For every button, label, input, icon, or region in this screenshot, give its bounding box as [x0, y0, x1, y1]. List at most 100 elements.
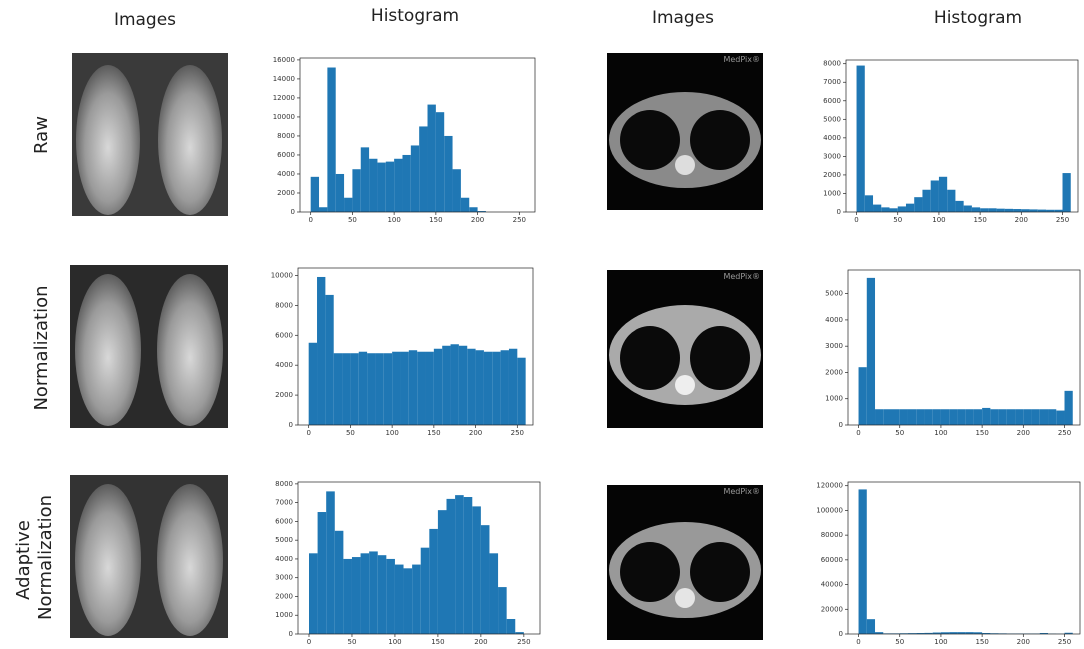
histogram-bar — [980, 208, 989, 212]
histogram-bar — [402, 154, 411, 212]
histogram-bar — [375, 353, 384, 425]
histogram-bar — [317, 276, 326, 425]
y-tick-label: 0 — [289, 630, 293, 638]
histogram-bar — [498, 587, 507, 634]
histogram-bar — [1031, 409, 1040, 425]
histogram-bar — [325, 294, 334, 425]
histogram-bar — [905, 203, 915, 212]
histogram-bar — [377, 555, 387, 634]
histogram-bar — [1015, 409, 1024, 425]
x-tick-label: 50 — [895, 638, 904, 646]
histogram-bar — [469, 207, 478, 212]
histogram-bar — [360, 147, 370, 212]
axes-frame — [847, 481, 1081, 635]
histogram-bar — [437, 510, 447, 634]
ct-image: MedPix® — [607, 53, 763, 210]
histogram-chart: 0 50 100 150 200 250 0 1000 2000 3000 4000 5000 — [825, 269, 1081, 437]
y-tick-label: 12000 — [273, 94, 295, 102]
y-tick-label: 100000 — [816, 506, 843, 514]
y-tick-label: 3000 — [825, 342, 843, 350]
histogram-bar — [875, 632, 884, 634]
xray-image — [72, 53, 228, 216]
histogram-bar — [873, 204, 882, 212]
x-tick-label: 250 — [1056, 216, 1069, 224]
histogram-bar — [932, 632, 941, 634]
y-tick-label: 8000 — [277, 132, 295, 140]
histogram-bar — [949, 409, 958, 425]
y-tick-label: 0 — [839, 630, 843, 638]
histogram-bar — [500, 350, 509, 425]
y-tick-label: 6000 — [823, 97, 841, 105]
histogram-bar — [1046, 209, 1055, 212]
histogram-bar — [1004, 208, 1014, 212]
x-tick-label: 50 — [348, 638, 357, 646]
histogram-bar — [1006, 409, 1016, 425]
histogram-bar — [889, 208, 898, 212]
histogram-bar — [394, 158, 403, 212]
histogram-bar — [996, 208, 1005, 212]
y-tick-label: 10000 — [273, 113, 295, 121]
histogram-bar — [334, 530, 344, 634]
histogram-bar — [1064, 390, 1073, 425]
x-tick-label: 50 — [346, 429, 355, 437]
y-tick-label: 8000 — [275, 480, 293, 488]
histogram-bar — [452, 169, 461, 212]
y-tick-label: 40000 — [821, 581, 843, 589]
histogram-bar — [460, 197, 470, 212]
histogram-bar — [947, 189, 956, 212]
x-tick-label: 200 — [474, 638, 487, 646]
histogram-bar — [377, 162, 386, 212]
y-tick-label: 14000 — [273, 75, 295, 83]
x-tick-label: 100 — [934, 429, 947, 437]
y-tick-label: 120000 — [816, 482, 843, 490]
histogram-bar — [480, 525, 490, 634]
y-tick-label: 6000 — [275, 331, 293, 339]
histogram-bar — [408, 350, 418, 425]
histogram-bar — [1054, 209, 1063, 212]
y-tick-label: 4000 — [277, 170, 295, 178]
histogram-bar — [1029, 209, 1038, 212]
x-tick-label: 100 — [388, 638, 401, 646]
histogram-bar — [899, 409, 908, 425]
histogram-bar — [922, 189, 931, 212]
row-label: Normalization — [31, 285, 52, 411]
histogram-bar — [940, 632, 950, 634]
histogram-bar — [333, 353, 343, 425]
ct-image: MedPix® — [607, 485, 763, 640]
histogram-bar — [492, 351, 501, 425]
histogram-bar — [916, 409, 925, 425]
histogram-bar — [1013, 209, 1022, 212]
histogram-bar — [938, 176, 948, 212]
axes-frame — [299, 57, 536, 213]
x-tick-label: 250 — [513, 216, 526, 224]
histogram-bar — [386, 558, 395, 634]
histogram-bar — [875, 409, 884, 425]
histogram-chart: 0 50 100 150 200 250 0 1000 2000 3000 4000 5000 6000… — [823, 59, 1079, 224]
y-tick-label: 16000 — [273, 56, 295, 64]
histogram-bar — [866, 619, 876, 634]
histogram-bar — [924, 409, 933, 425]
x-tick-label: 0 — [307, 638, 311, 646]
y-tick-label: 4000 — [275, 361, 293, 369]
histogram-chart: 0 50 100 150 200 250 0 2000 4000 6000 8000 10000 120… — [273, 56, 536, 224]
histogram-bar — [856, 65, 865, 212]
y-tick-label: 60000 — [821, 556, 843, 564]
histogram-bar — [982, 633, 991, 634]
histogram-bar — [420, 547, 430, 634]
y-tick-label: 2000 — [275, 592, 293, 600]
y-tick-label: 8000 — [275, 301, 293, 309]
x-tick-label: 50 — [348, 216, 357, 224]
histogram-bar — [990, 409, 999, 425]
histogram-bar — [864, 195, 874, 212]
watermark: MedPix® — [723, 272, 760, 281]
y-tick-label: 0 — [289, 421, 293, 429]
y-tick-label: 20000 — [821, 605, 843, 613]
x-tick-label: 250 — [517, 638, 530, 646]
x-tick-label: 150 — [975, 638, 988, 646]
histogram-bar — [483, 351, 493, 425]
histogram-bar — [899, 633, 908, 634]
x-tick-label: 0 — [856, 429, 860, 437]
x-tick-label: 100 — [932, 216, 945, 224]
histogram-bar — [394, 564, 404, 634]
